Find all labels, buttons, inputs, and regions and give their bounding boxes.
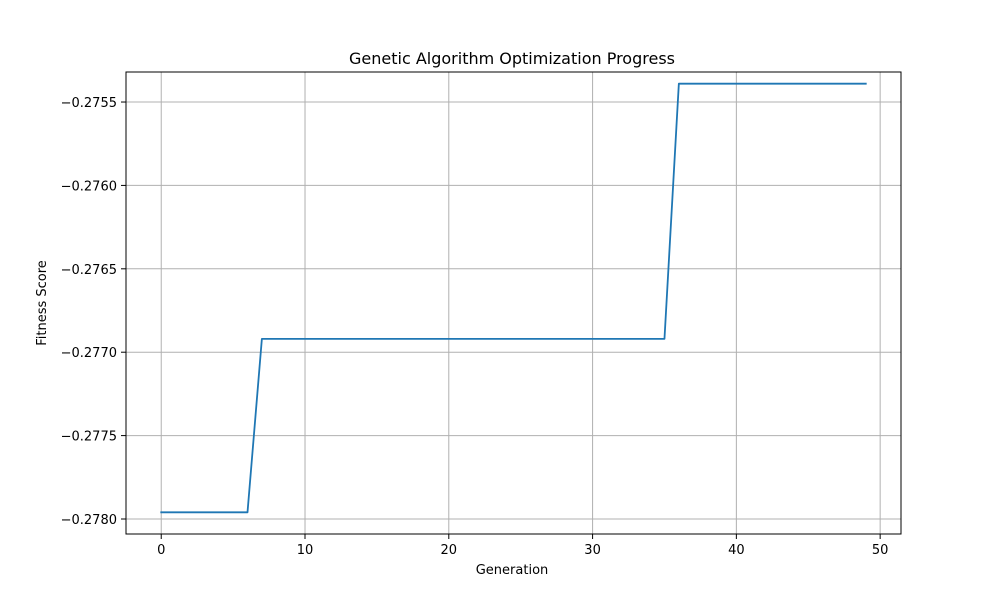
y-axis-label: Fitness Score — [35, 260, 50, 346]
y-tick-label: −0.2780 — [61, 513, 117, 528]
x-tick-label: 30 — [584, 543, 601, 558]
grid-lines — [126, 72, 901, 534]
chart-title: Genetic Algorithm Optimization Progress — [349, 49, 675, 68]
x-axis-label: Generation — [476, 563, 549, 578]
series-line-fitness — [160, 82, 867, 514]
y-tick-label: −0.2760 — [61, 179, 117, 194]
y-tick-label: −0.2775 — [61, 430, 117, 445]
y-tick-label: −0.2765 — [61, 263, 117, 278]
x-tick-label: 50 — [872, 543, 889, 558]
x-tick-label: 10 — [297, 543, 314, 558]
ticks: 0 10 20 30 40 50 −0.2780 −0.2775 −0.2770 −0.2765 −… — [61, 96, 889, 558]
series-layer — [160, 82, 867, 514]
axes-frame — [125, 71, 902, 535]
x-tick-label: 0 — [157, 543, 165, 558]
x-tick-label: 20 — [441, 543, 458, 558]
x-tick-label: 40 — [728, 543, 745, 558]
y-tick-label: −0.2770 — [61, 346, 117, 361]
y-tick-label: −0.2755 — [61, 96, 117, 111]
